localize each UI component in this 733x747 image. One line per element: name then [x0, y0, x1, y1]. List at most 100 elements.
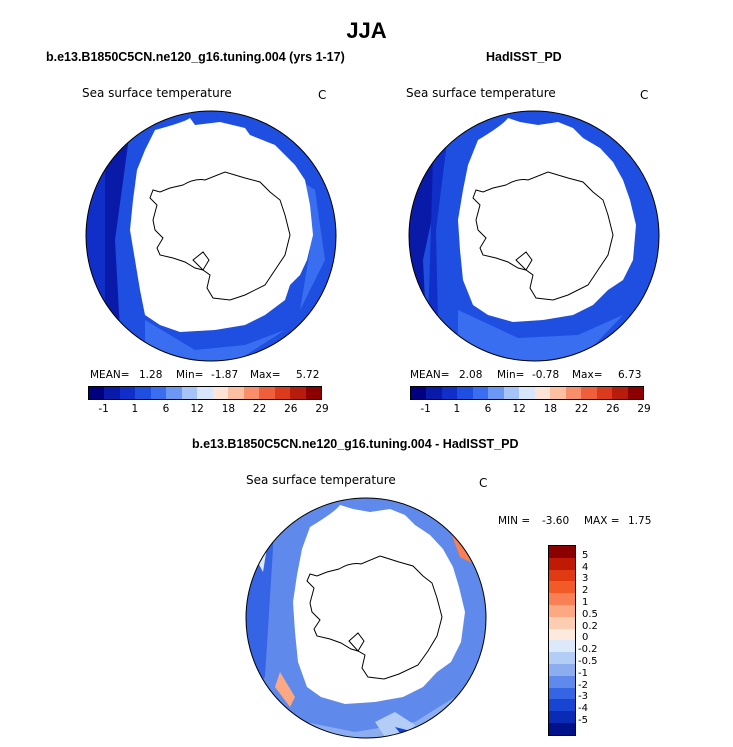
panel-2-colorbar-tick-label: 26	[606, 403, 620, 415]
panel-2-colorbar-swatch	[503, 387, 520, 399]
diff-colorbar	[548, 545, 576, 736]
diff-colorbar-ticks: 5 4 3 2 1 0.5 0.2 0 -0.2 -0.5 -1 -2 -3 -4 -5	[578, 545, 622, 735]
diff-colorbar-tick-label: 4	[582, 561, 589, 573]
panel-1-colorbar-tick-label: 18	[221, 403, 236, 415]
panel-2-colorbar-swatch	[472, 387, 489, 399]
panel-1-title: b.e13.B1850C5CN.ne120_g16.tuning.004 (yr…	[46, 50, 345, 64]
panel-2-max-label: Max=	[572, 369, 603, 381]
diff-colorbar-tick-label: 0.2	[582, 620, 598, 632]
diff-colorbar-swatch	[549, 675, 575, 688]
panel-1-colorbar-tick-label: 1	[131, 403, 139, 415]
diff-colorbar-tick-label: 0	[582, 632, 589, 644]
panel-1-colorbar-swatch	[89, 387, 105, 399]
diff-colorbar-swatch	[549, 722, 575, 735]
panel-2-colorbar-tick-label: 22	[574, 403, 589, 415]
panel-2-max-value: 6.73	[618, 369, 642, 381]
diff-max-value: 1.75	[628, 515, 652, 527]
panel-1-colorbar-swatch	[212, 387, 229, 399]
panel-1-min-value: -1.87	[211, 369, 239, 381]
panel-1-map	[85, 110, 337, 362]
diff-colorbar-swatch	[549, 687, 575, 700]
diff-min-value: -3.60	[542, 515, 570, 527]
panel-1-units-label: C	[318, 88, 327, 102]
panel-2-colorbar	[410, 386, 644, 400]
diff-max-label: MAX =	[584, 515, 620, 527]
panel-1-colorbar-tick-label: 29	[315, 403, 329, 415]
diff-colorbar-tick-label: 5	[582, 549, 589, 561]
diff-panel-variable-label: Sea surface temperature	[246, 473, 396, 487]
panel-2-colorbar-swatch	[426, 387, 442, 399]
panel-2-colorbar-tick-label: 1	[453, 403, 461, 415]
diff-colorbar-tick-label: -0.5	[578, 656, 598, 667]
panel-1-mean-label: MEAN=	[90, 369, 130, 381]
panel-1-colorbar-swatch	[150, 387, 167, 399]
panel-2-colorbar-swatch	[441, 387, 458, 399]
diff-colorbar-swatch	[549, 546, 575, 558]
diff-colorbar-swatch	[549, 593, 575, 605]
panel-2-colorbar-swatch	[519, 387, 535, 399]
panel-1-max-value: 5.72	[296, 369, 320, 381]
figure-title: JJA	[346, 18, 387, 43]
panel-1-colorbar	[88, 386, 322, 400]
panel-1-colorbar-tick-label: 26	[284, 403, 298, 415]
panel-2-colorbar-tick-label: 12	[512, 403, 526, 415]
panel-1-colorbar-tick-label: 22	[252, 403, 267, 415]
panel-1-min-label: Min=	[176, 369, 204, 381]
diff-colorbar-swatch	[549, 699, 575, 712]
diff-colorbar-tick-label: -3	[578, 691, 588, 703]
panel-2-colorbar-tick-label: 18	[543, 403, 558, 415]
panel-2-colorbar-swatch	[411, 387, 427, 399]
panel-2-colorbar-swatch	[534, 387, 551, 399]
panel-2-colorbar-tick-label: 29	[637, 403, 651, 415]
panel-1-colorbar-swatch	[197, 387, 213, 399]
panel-2-mean-value: 2.08	[459, 369, 483, 381]
panel-2-min-label: Min=	[497, 369, 525, 381]
panel-1-colorbar-tick-label: -1	[98, 403, 109, 415]
diff-colorbar-tick-label: 2	[582, 585, 589, 597]
panel-2-colorbar-swatch	[612, 387, 628, 399]
panel-2-colorbar-swatch	[581, 387, 597, 399]
diff-colorbar-swatch	[549, 604, 575, 617]
diff-colorbar-tick-label: 3	[582, 573, 589, 585]
diff-colorbar-swatch	[549, 663, 575, 676]
diff-min-label: MIN =	[498, 515, 531, 527]
panel-1-colorbar-swatch	[104, 387, 120, 399]
panel-2-colorbar-tick-label: -1	[420, 403, 431, 415]
panel-1-colorbar-swatch	[135, 387, 151, 399]
diff-colorbar-tick-label: -0.2	[578, 644, 598, 656]
panel-2-colorbar-swatch	[457, 387, 473, 399]
panel-1-colorbar-swatch	[166, 387, 182, 399]
panel-1-colorbar-swatch	[274, 387, 291, 399]
panel-1-mean-value: 1.28	[139, 369, 163, 381]
diff-colorbar-tick-label: 1	[582, 597, 589, 608]
diff-panel-units-label: C	[479, 476, 488, 490]
panel-2-variable-label: Sea surface temperature	[406, 86, 556, 100]
diff-colorbar-tick-label: -1	[578, 667, 588, 679]
diff-colorbar-swatch	[549, 569, 575, 582]
diff-colorbar-swatch	[549, 652, 575, 664]
panel-2-colorbar-swatch	[627, 387, 644, 399]
panel-2-colorbar-swatch	[488, 387, 504, 399]
panel-2-map	[408, 110, 660, 362]
diff-panel-map	[245, 497, 487, 739]
panel-2-colorbar-swatch	[565, 387, 582, 399]
panel-1-variable-label: Sea surface temperature	[82, 86, 232, 100]
panel-1-max-label: Max=	[250, 369, 281, 381]
panel-1-colorbar-swatch	[290, 387, 306, 399]
diff-colorbar-swatch	[549, 557, 575, 570]
diff-colorbar-tick-label: -4	[578, 703, 588, 715]
panel-1-colorbar-swatch	[119, 387, 136, 399]
panel-1-colorbar-swatch	[259, 387, 275, 399]
diff-colorbar-swatch	[549, 616, 575, 629]
panel-2-units-label: C	[640, 88, 649, 102]
diff-colorbar-tick-label: -2	[578, 679, 588, 691]
panel-2-colorbar-tick-label: 6	[484, 403, 492, 415]
panel-2-min-value: -0.78	[532, 369, 560, 381]
panel-2-mean-label: MEAN=	[410, 369, 450, 381]
panel-1-colorbar-swatch	[305, 387, 322, 399]
panel-1-colorbar-tick-label: 6	[162, 403, 170, 415]
panel-1-colorbar-ticks: -1 1 6 12 18 22 26 29	[88, 403, 328, 417]
panel-2-colorbar-ticks: -1 1 6 12 18 22 26 29	[410, 403, 650, 417]
panel-1-colorbar-swatch	[181, 387, 198, 399]
panel-1-colorbar-swatch	[243, 387, 260, 399]
